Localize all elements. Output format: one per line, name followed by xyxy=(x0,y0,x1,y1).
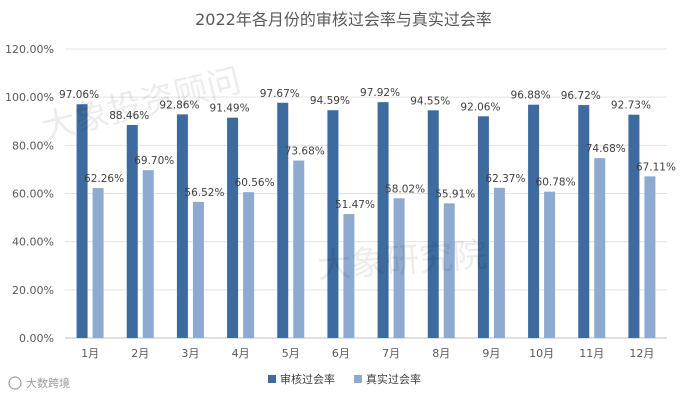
bar-actual-rate xyxy=(92,188,104,338)
bar-review-rate xyxy=(126,124,138,338)
x-tick-label: 4月 xyxy=(232,347,250,360)
data-label: 97.92% xyxy=(360,87,400,99)
bar-actual-rate xyxy=(293,160,305,338)
data-label: 60.56% xyxy=(235,177,275,189)
y-tick-label: 80.00% xyxy=(12,139,54,152)
legend-swatch xyxy=(354,375,362,383)
data-label: 56.52% xyxy=(184,187,224,199)
source-credit: 大数跨境 xyxy=(8,376,70,390)
legend-label: 真实过会率 xyxy=(366,372,421,386)
bar-review-rate xyxy=(578,105,590,338)
bar-review-rate xyxy=(628,114,640,338)
bar-review-rate xyxy=(327,110,339,339)
bar-actual-rate xyxy=(443,203,455,338)
bar-review-rate xyxy=(528,104,540,338)
credit-text: 大数跨境 xyxy=(26,376,70,390)
bar-review-rate xyxy=(377,102,389,339)
data-label: 92.73% xyxy=(611,100,651,112)
data-label: 88.46% xyxy=(109,110,149,122)
x-tick-label: 9月 xyxy=(482,347,500,360)
bar-actual-rate xyxy=(243,192,255,338)
x-axis: 1月 2月 3月 4月 5月 6月 7月 8月 9月 10月 11月 12月 xyxy=(81,347,654,360)
data-label: 58.02% xyxy=(385,183,425,195)
data-label: 73.68% xyxy=(285,146,325,158)
data-label: 97.67% xyxy=(260,88,300,100)
data-label: 67.11% xyxy=(636,161,676,173)
x-tick-label: 3月 xyxy=(181,347,199,360)
data-label: 92.06% xyxy=(460,101,500,113)
bar-actual-rate xyxy=(544,191,556,338)
chart-title: 2022年各月份的审核过会率与真实过会率 xyxy=(195,10,492,29)
data-labels: 97.06% 62.26% 88.46% 69.70% 92.86% 56.52% 91.4… xyxy=(59,87,676,211)
legend-swatch xyxy=(268,375,276,383)
bar-actual-rate xyxy=(142,170,154,338)
x-tick-label: 6月 xyxy=(332,347,350,360)
x-tick-label: 1月 xyxy=(81,347,99,360)
y-tick-label: 0.00% xyxy=(19,332,54,345)
bar-review-rate xyxy=(427,110,439,338)
data-label: 55.91% xyxy=(435,188,475,200)
bar-actual-rate xyxy=(393,198,405,338)
x-tick-label: 12月 xyxy=(629,347,654,360)
bar-review-rate xyxy=(477,116,489,338)
data-label: 62.37% xyxy=(485,173,525,185)
data-label: 94.55% xyxy=(410,95,450,107)
bar-review-rate xyxy=(277,102,289,339)
bar-review-rate xyxy=(76,104,88,339)
bar-actual-rate xyxy=(644,176,656,338)
data-label: 92.86% xyxy=(159,99,199,111)
watermark-advisor: 大象投资顾问 xyxy=(38,61,246,149)
data-label: 94.59% xyxy=(310,95,350,107)
bar-actual-rate xyxy=(192,201,204,338)
data-label: 91.49% xyxy=(210,103,250,115)
legend: 审核过会率 真实过会率 xyxy=(268,372,421,386)
y-tick-label: 20.00% xyxy=(12,284,54,297)
y-tick-label: 100.00% xyxy=(5,91,54,104)
data-label: 60.78% xyxy=(536,177,576,189)
data-label: 51.47% xyxy=(335,199,375,211)
data-label: 96.72% xyxy=(561,90,601,102)
data-label: 97.06% xyxy=(59,89,99,101)
x-tick-label: 2月 xyxy=(131,347,149,360)
data-label: 74.68% xyxy=(586,143,626,155)
y-tick-label: 60.00% xyxy=(12,188,54,201)
bar-review-rate xyxy=(176,114,188,338)
x-tick-label: 5月 xyxy=(282,347,300,360)
bar-actual-rate xyxy=(493,187,505,338)
bars xyxy=(76,102,656,339)
data-label: 96.88% xyxy=(511,90,551,102)
x-tick-label: 7月 xyxy=(382,347,400,360)
x-tick-label: 10月 xyxy=(529,347,554,360)
y-tick-label: 40.00% xyxy=(12,236,54,249)
x-tick-label: 11月 xyxy=(579,347,604,360)
bar-actual-rate xyxy=(343,214,355,338)
watermark-institute: 大象研究院 xyxy=(316,235,488,287)
bar-review-rate xyxy=(227,117,239,338)
bar-actual-rate xyxy=(594,158,606,338)
data-label: 69.70% xyxy=(134,155,174,167)
credit-logo-icon xyxy=(8,376,22,390)
y-axis: 0.00% 20.00% 40.00% 60.00% 80.00% 100.00% 120.… xyxy=(5,43,54,345)
x-tick-label: 8月 xyxy=(432,347,450,360)
gridlines xyxy=(65,48,667,339)
legend-label: 审核过会率 xyxy=(280,372,335,386)
y-tick-label: 120.00% xyxy=(5,43,54,56)
data-label: 62.26% xyxy=(84,173,124,185)
